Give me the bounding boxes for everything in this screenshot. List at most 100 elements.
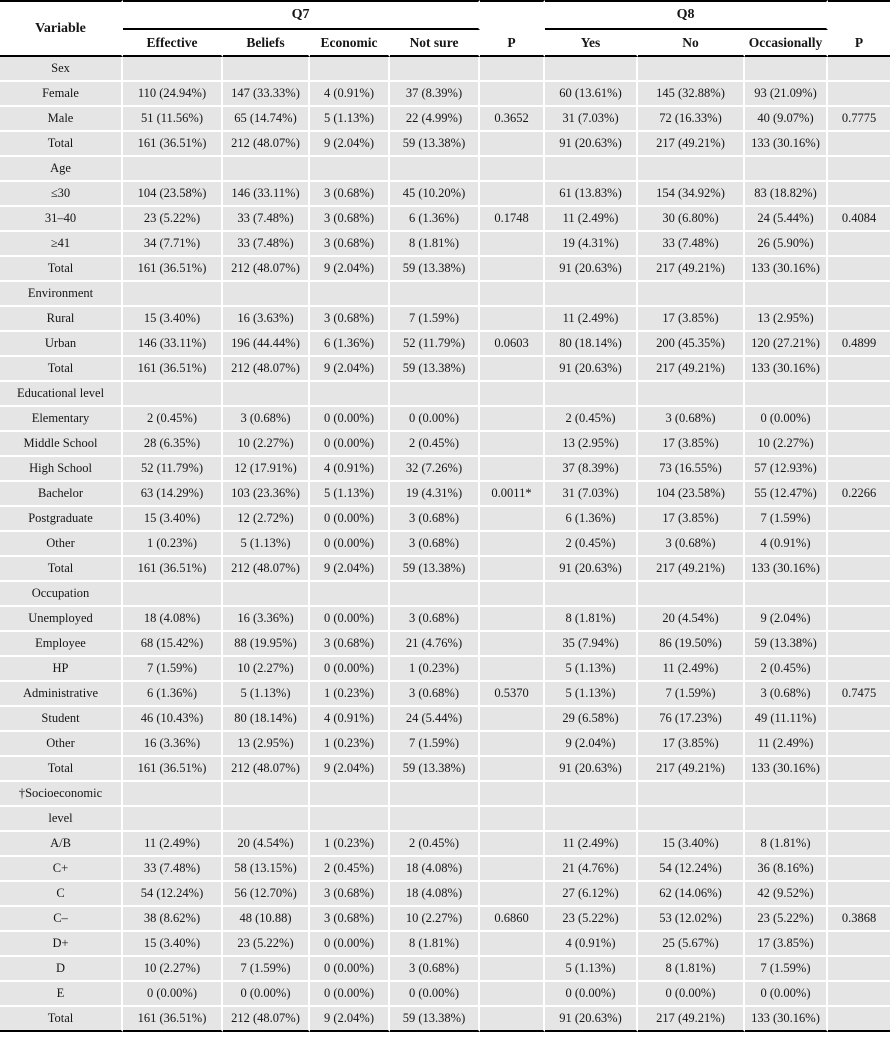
cell: [480, 582, 546, 607]
cell: 3 (0.68%): [390, 607, 481, 632]
cell: 0.5370: [480, 682, 546, 707]
section-row: Sex: [0, 57, 890, 82]
cell: [480, 382, 546, 407]
section-row: level: [0, 807, 890, 832]
cell: 33 (7.48%): [223, 207, 310, 232]
cell: 0.7775: [828, 107, 890, 132]
cell: 59 (13.38%): [390, 557, 481, 582]
cell: [223, 382, 310, 407]
cell: 3 (0.68%): [310, 182, 390, 207]
cell: 9 (2.04%): [310, 357, 390, 382]
cell: [828, 957, 890, 982]
cell: 33 (7.48%): [638, 232, 746, 257]
cell: [223, 807, 310, 832]
column-header-not-sure: Not sure: [390, 30, 481, 57]
column-header-p: P: [480, 30, 546, 57]
table-row: Unemployed 18 (4.08%) 16 (3.36%) 0 (0.00%) 3…: [0, 607, 890, 632]
cell: [638, 282, 746, 307]
cell: 54 (12.24%): [638, 857, 746, 882]
cell: 145 (32.88%): [638, 82, 746, 107]
cell: 31 (7.03%): [545, 107, 639, 132]
cell: 7 (1.59%): [390, 307, 481, 332]
cell: 16 (3.63%): [223, 307, 310, 332]
cell: 23 (5.22%): [123, 207, 223, 232]
table-row: Male 51 (11.56%) 65 (14.74%) 5 (1.13%) 22 (4…: [0, 107, 890, 132]
cell: 37 (8.39%): [390, 82, 481, 107]
cell: 212 (48.07%): [223, 357, 310, 382]
cell: 88 (19.95%): [223, 632, 310, 657]
cell: 0.0011*: [480, 482, 546, 507]
row-label: Elementary: [0, 407, 123, 432]
cell: 17 (3.85%): [638, 432, 746, 457]
row-label: Sex: [0, 57, 123, 82]
cell: 217 (49.21%): [638, 132, 746, 157]
cell: [480, 132, 546, 157]
cell: 15 (3.40%): [123, 932, 223, 957]
cell: 8 (1.81%): [638, 957, 746, 982]
row-label: Total: [0, 132, 123, 157]
row-label: Total: [0, 557, 123, 582]
cell: [310, 282, 390, 307]
cell: 32 (7.26%): [390, 457, 481, 482]
cell: [745, 382, 829, 407]
cell: 0 (0.00%): [310, 932, 390, 957]
cell: [480, 307, 546, 332]
cell: [828, 382, 890, 407]
cell: 0 (0.00%): [123, 982, 223, 1007]
column-header-effective: Effective: [123, 30, 223, 57]
cell: 21 (4.76%): [545, 857, 639, 882]
cell: 73 (16.55%): [638, 457, 746, 482]
column-group-q7: Q7: [123, 0, 481, 30]
cell: 0.3652: [480, 107, 546, 132]
cell: 133 (30.16%): [745, 557, 829, 582]
cell: 55 (12.47%): [745, 482, 829, 507]
row-label: Bachelor: [0, 482, 123, 507]
row-label: Female: [0, 82, 123, 107]
table-row: Female 110 (24.94%) 147 (33.33%) 4 (0.91%) 3…: [0, 82, 890, 107]
cell: [638, 782, 746, 807]
cell: 54 (12.24%): [123, 882, 223, 907]
cell: [480, 957, 546, 982]
table-row: ≥41 34 (7.71%) 33 (7.48%) 3 (0.68%) 8 (1.81%…: [0, 232, 890, 257]
table-row: D+ 15 (3.40%) 23 (5.22%) 0 (0.00%) 8 (1.81%)…: [0, 932, 890, 957]
table-row: 31–40 23 (5.22%) 33 (7.48%) 3 (0.68%) 6 (1.3…: [0, 207, 890, 232]
column-header-beliefs: Beliefs: [223, 30, 310, 57]
cell: [123, 282, 223, 307]
cell: [480, 182, 546, 207]
cell: 6 (1.36%): [123, 682, 223, 707]
cell: 0 (0.00%): [745, 982, 829, 1007]
cell: [310, 807, 390, 832]
cell: 1 (0.23%): [310, 832, 390, 857]
cell: 133 (30.16%): [745, 257, 829, 282]
cell: [828, 782, 890, 807]
cell: [123, 382, 223, 407]
row-label: E: [0, 982, 123, 1007]
row-label: C: [0, 882, 123, 907]
cell: 133 (30.16%): [745, 1007, 829, 1032]
row-label: ≥41: [0, 232, 123, 257]
table-row: Total 161 (36.51%) 212 (48.07%) 9 (2.04%) 59…: [0, 132, 890, 157]
cell: 5 (1.13%): [223, 532, 310, 557]
cell: [545, 157, 639, 182]
cell: [480, 507, 546, 532]
cell: 8 (1.81%): [545, 607, 639, 632]
table-row: High School 52 (11.79%) 12 (17.91%) 4 (0.91…: [0, 457, 890, 482]
cell: 13 (2.95%): [745, 307, 829, 332]
row-label: Total: [0, 1007, 123, 1032]
cell: 34 (7.71%): [123, 232, 223, 257]
column-header-economic: Economic: [310, 30, 390, 57]
cell: [828, 532, 890, 557]
cell: [828, 932, 890, 957]
header-row-columns: Effective Beliefs Economic Not sure P Yes No Oc…: [0, 30, 890, 57]
cell: 1 (0.23%): [310, 682, 390, 707]
cell: 0 (0.00%): [638, 982, 746, 1007]
cell: 80 (18.14%): [223, 707, 310, 732]
row-label: Middle School: [0, 432, 123, 457]
cell: [545, 582, 639, 607]
cell: 72 (16.33%): [638, 107, 746, 132]
cell: 60 (13.61%): [545, 82, 639, 107]
cell: 3 (0.68%): [310, 907, 390, 932]
